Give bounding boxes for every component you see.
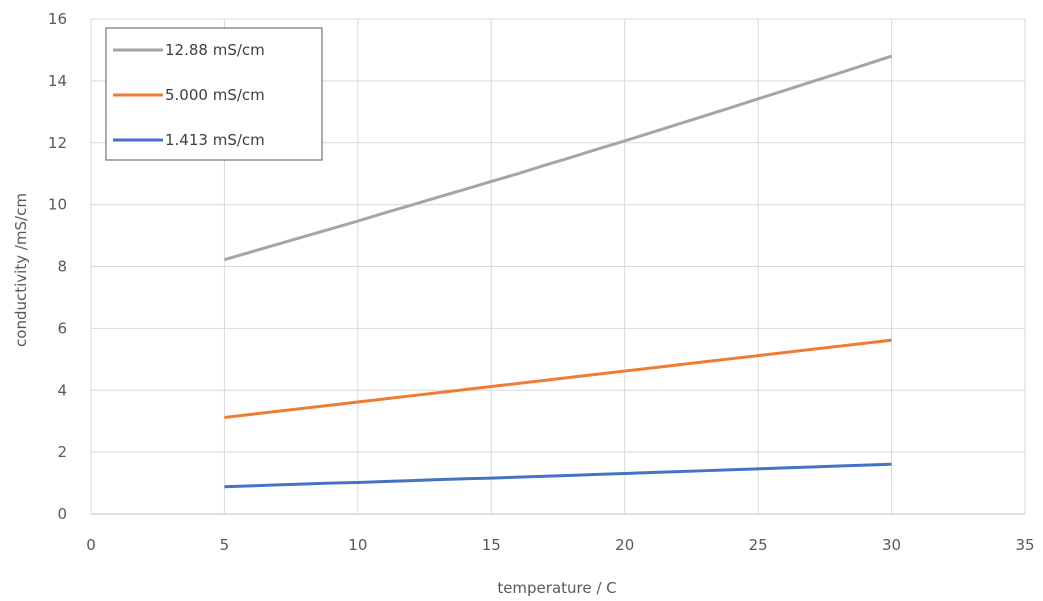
x-axis-ticks: 0 5 10 15 20 25 30 35 bbox=[86, 536, 1034, 554]
y-tick-label: 10 bbox=[48, 196, 67, 214]
legend: 12.88 mS/cm 5.000 mS/cm 1.413 mS/cm bbox=[105, 27, 323, 161]
y-tick-label: 2 bbox=[57, 443, 67, 461]
y-tick-label: 8 bbox=[57, 258, 67, 276]
y-tick-label: 0 bbox=[57, 505, 67, 523]
y-axis-title: conductivity /mS/cm bbox=[12, 193, 30, 347]
x-tick-label: 10 bbox=[348, 536, 367, 554]
y-tick-label: 4 bbox=[57, 381, 67, 399]
x-axis-title: temperature / C bbox=[497, 579, 616, 597]
y-tick-label: 6 bbox=[57, 319, 67, 337]
y-tick-label: 14 bbox=[48, 72, 67, 90]
legend-label-2: 5.000 mS/cm bbox=[165, 86, 265, 104]
x-tick-label: 15 bbox=[482, 536, 501, 554]
y-tick-label: 12 bbox=[48, 134, 67, 152]
y-axis-ticks: 0 2 4 6 8 10 12 14 16 bbox=[48, 10, 67, 523]
x-tick-label: 20 bbox=[615, 536, 634, 554]
series-line-3 bbox=[224, 462, 892, 489]
x-tick-label: 5 bbox=[220, 536, 230, 554]
series-lines bbox=[224, 54, 893, 489]
x-tick-label: 25 bbox=[749, 536, 768, 554]
series-line-2 bbox=[224, 338, 892, 419]
x-tick-label: 35 bbox=[1015, 536, 1034, 554]
x-tick-label: 0 bbox=[86, 536, 96, 554]
y-tick-label: 16 bbox=[48, 10, 67, 28]
legend-label-3: 1.413 mS/cm bbox=[165, 131, 265, 149]
x-tick-label: 30 bbox=[882, 536, 901, 554]
series-line-1 bbox=[224, 54, 893, 262]
legend-label-1: 12.88 mS/cm bbox=[165, 41, 265, 59]
